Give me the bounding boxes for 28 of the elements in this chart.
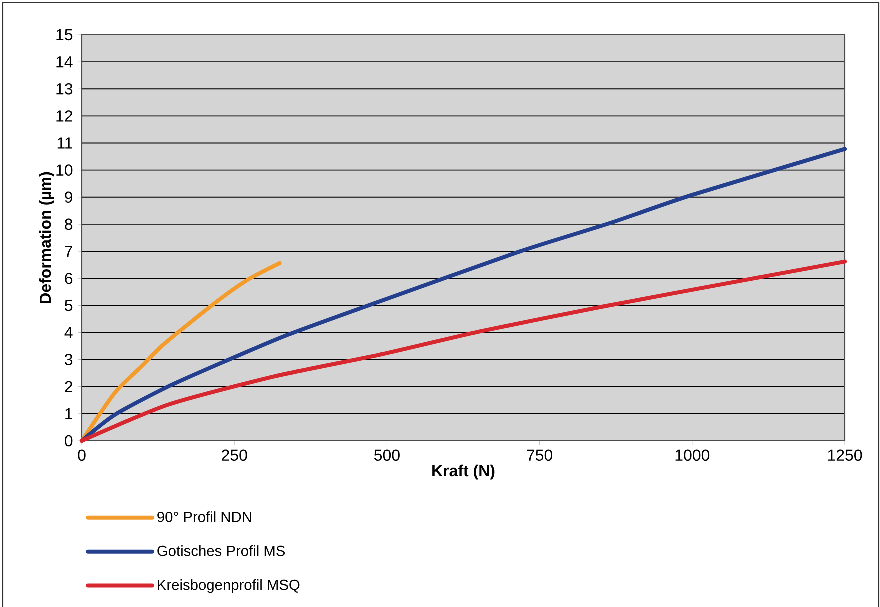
legend-label: Gotisches Profil MS [158,546,286,556]
y-tick-label: 12 [56,110,72,122]
y-tick-label: 10 [56,164,73,176]
y-tick-label: 0 [65,435,73,447]
y-tick-label: 2 [65,381,72,392]
legend-label: Kreisbogenprofil MSQ [158,579,300,594]
y-axis-title: Deformation (µm) [39,172,54,304]
x-tick-label: 500 [374,450,400,462]
x-tick-label: 750 [527,450,553,462]
y-tick-label: 1 [66,408,73,420]
y-tick-label: 13 [56,83,73,95]
x-tick-label: 250 [222,450,248,462]
y-tick-label: 11 [58,138,73,149]
x-axis-title: Kraft (N) [432,464,495,480]
y-tick-label: 5 [65,300,73,312]
y-tick-label: 14 [56,56,73,68]
y-tick-label: 4 [64,327,73,338]
x-tick-label: 1250 [828,450,862,462]
y-tick-label: 7 [65,246,72,258]
y-tick-label: 8 [65,218,73,230]
x-tick-label: 1000 [676,450,710,462]
y-tick-label: 6 [65,272,73,284]
legend-label: 90° Profil NDN [158,512,252,522]
y-tick-label: 3 [65,354,73,366]
line-series [80,260,848,443]
y-tick-label: 15 [56,29,73,41]
x-tick-label: 0 [78,450,86,462]
y-tick-label: 9 [65,192,73,204]
